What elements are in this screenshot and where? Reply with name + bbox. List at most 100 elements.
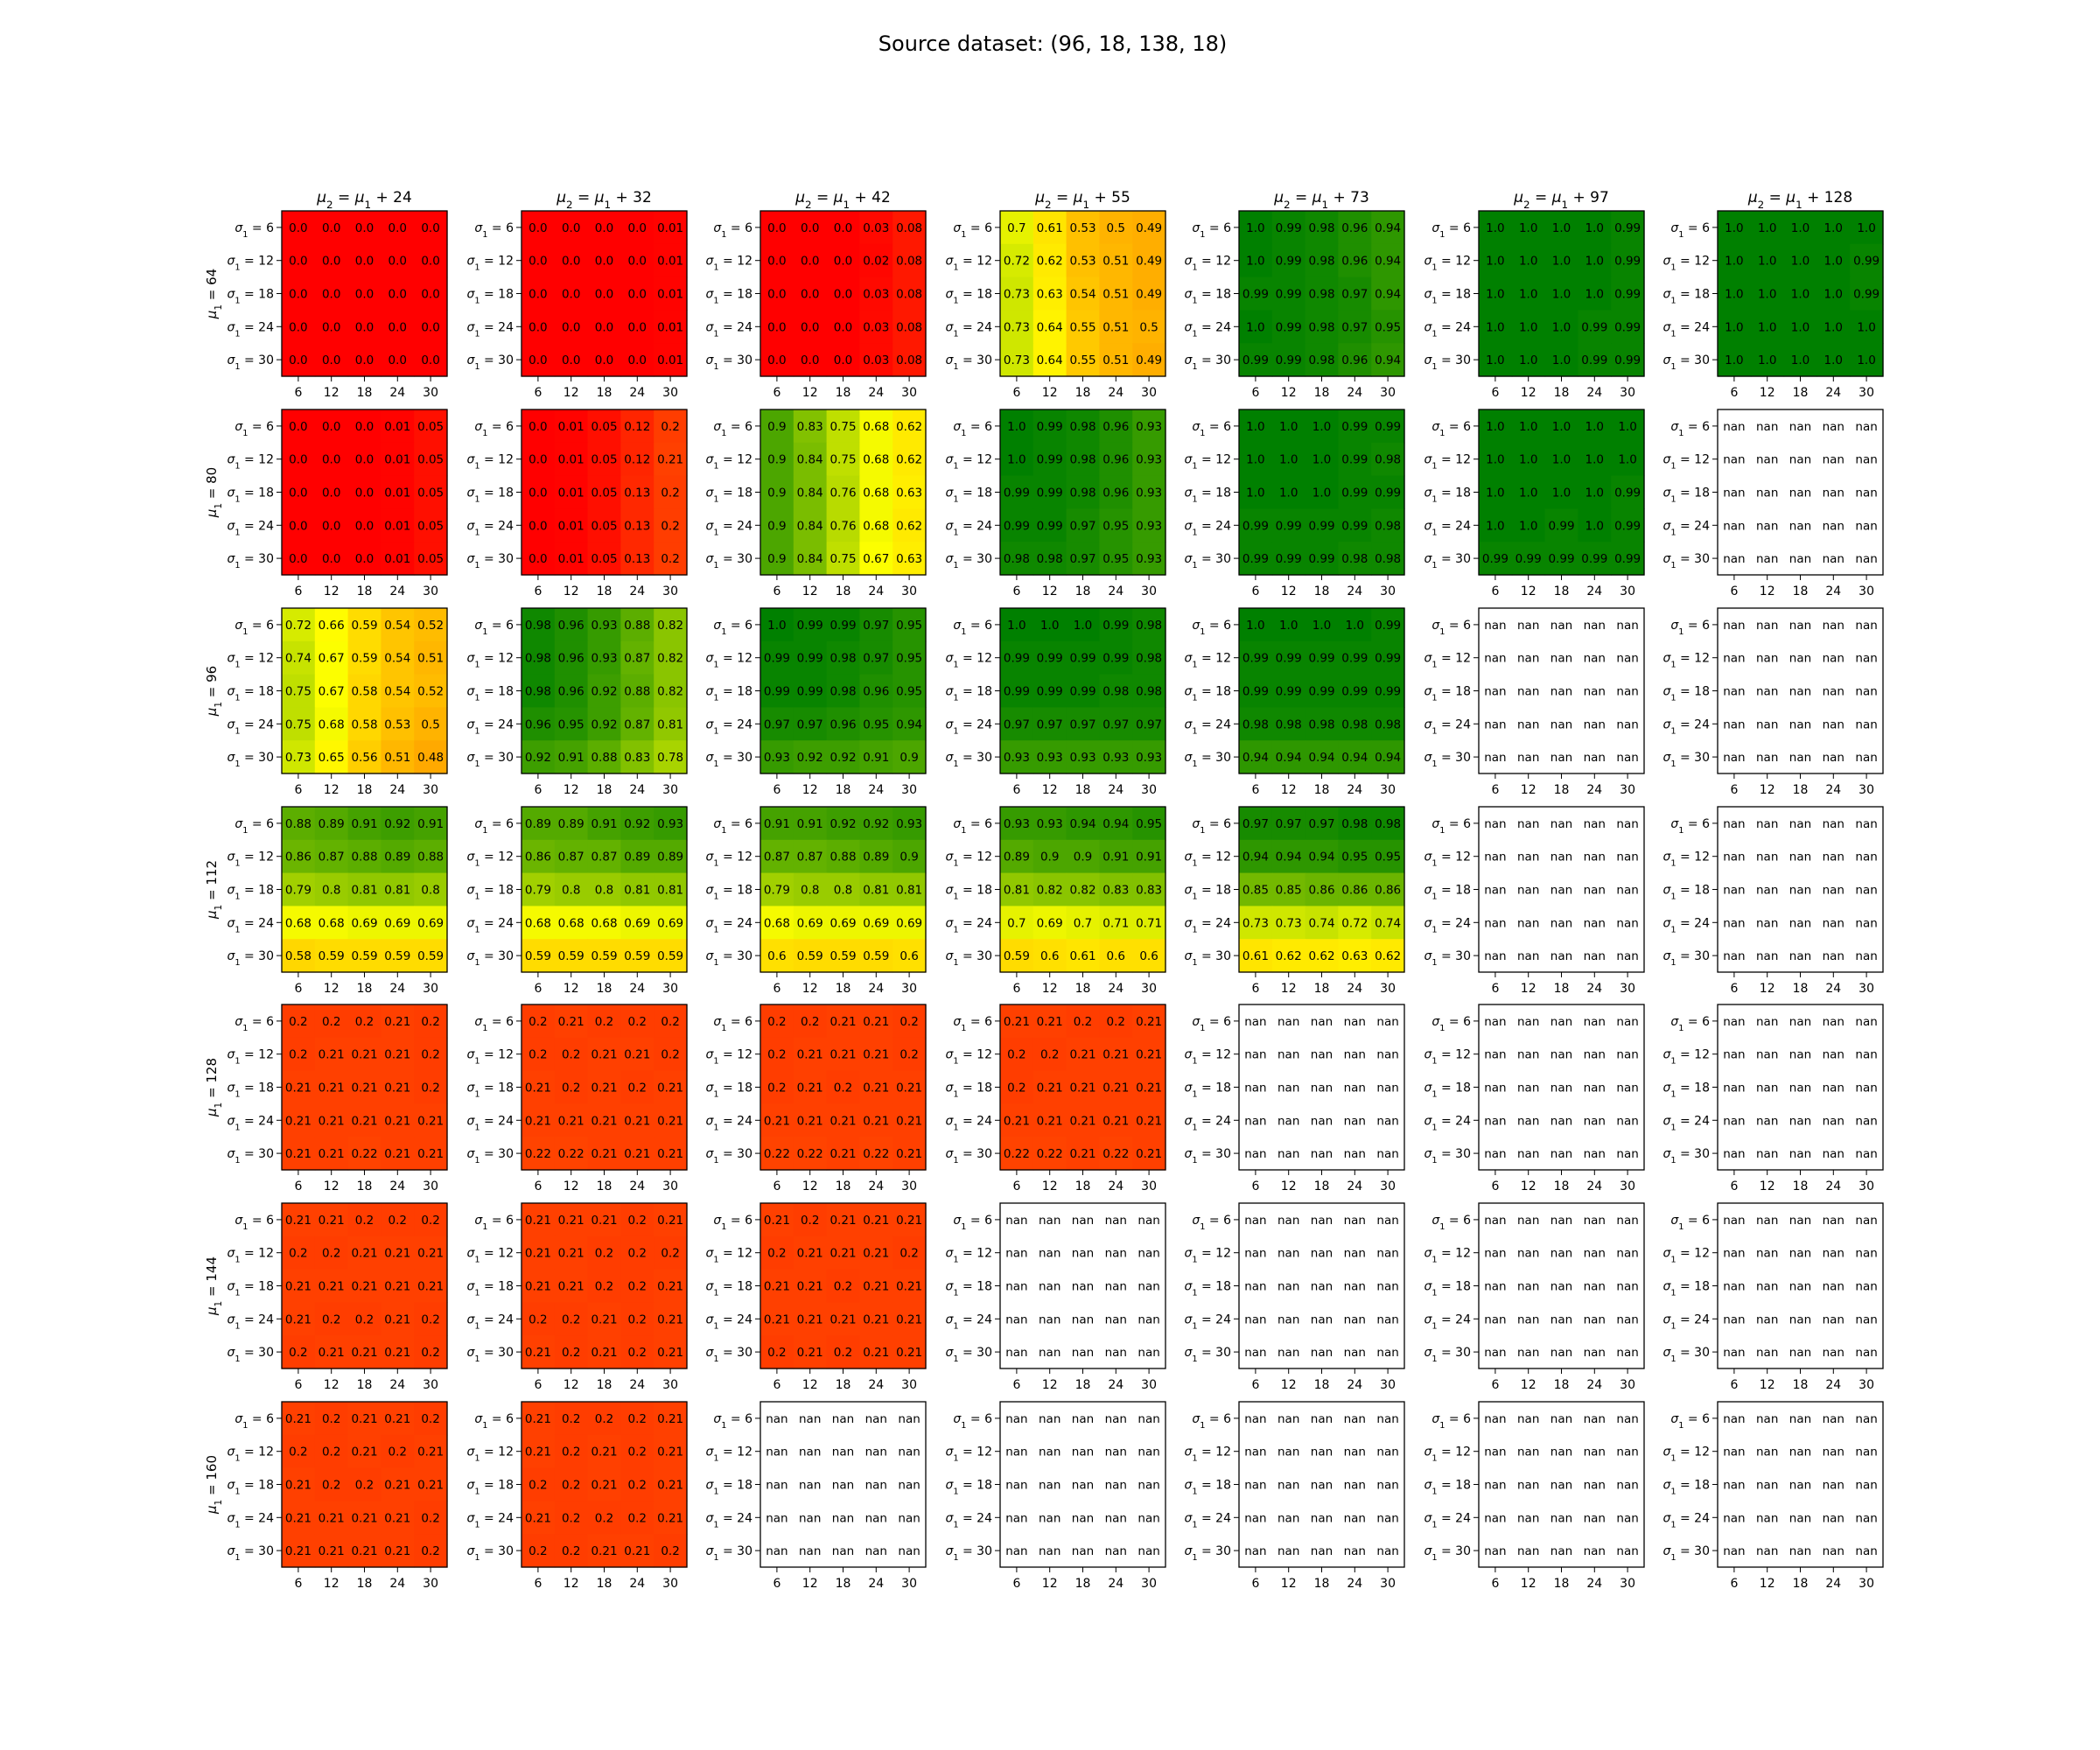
cell-value-label: nan xyxy=(1344,1015,1366,1029)
cell-value-label: 0.0 xyxy=(834,221,852,235)
x-tick-label: 6 xyxy=(1730,783,1738,797)
heatmap-cell xyxy=(347,906,382,940)
heatmap-cell xyxy=(1066,807,1100,841)
cell-value-label: 0.05 xyxy=(591,453,617,467)
heatmap-cell xyxy=(1750,872,1785,906)
cell-value-label: nan xyxy=(1278,1511,1299,1525)
heatmap-cell xyxy=(282,243,316,278)
y-tick-label: σ1 = 24 xyxy=(1184,916,1231,934)
cell-value-label: nan xyxy=(865,1446,887,1460)
y-tick-label: σ1 = 30 xyxy=(1662,949,1710,968)
x-tick-label: 12 xyxy=(564,584,579,598)
cell-value-label: nan xyxy=(1789,1346,1811,1360)
y-tick-label: σ1 = 6 xyxy=(953,1015,992,1033)
cell-value-label: nan xyxy=(1855,486,1877,500)
x-tick-label: 6 xyxy=(1012,386,1020,400)
cell-value-label: 0.21 xyxy=(351,1511,377,1525)
heatmap-cell xyxy=(1000,906,1034,940)
cell-value-label: 0.98 xyxy=(1136,685,1162,699)
y-tick-label: σ1 = 12 xyxy=(1424,1247,1471,1265)
cell-value-label: 0.98 xyxy=(830,685,856,699)
cell-value-label: nan xyxy=(1278,1280,1299,1294)
cell-value-label: 0.99 xyxy=(797,685,823,699)
x-tick-label: 24 xyxy=(1347,386,1362,400)
cell-value-label: nan xyxy=(1823,552,1844,566)
cell-value-label: nan xyxy=(1311,1280,1333,1294)
heatmap-cell xyxy=(620,475,654,509)
heatmap-cell xyxy=(760,343,794,377)
cell-value-label: 0.99 xyxy=(1069,685,1096,699)
x-tick-label: 18 xyxy=(836,1378,851,1392)
cell-value-label: 0.87 xyxy=(318,850,345,864)
heatmap-cell xyxy=(1132,310,1166,344)
cell-value-label: 0.8 xyxy=(834,884,852,898)
heatmap-cell xyxy=(282,211,316,245)
heatmap-cell xyxy=(1099,243,1133,278)
cell-value-label: nan xyxy=(1756,652,1778,666)
x-tick-label: 24 xyxy=(1108,1180,1124,1194)
heatmap-panel: 0.0 0.0 0.0 0.0 0.010.0 0.0 0.0 0.0 0.010.0 0.0 0.… xyxy=(466,210,688,400)
cell-value-label: nan xyxy=(1789,1511,1811,1525)
y-tick-label: σ1 = 12 xyxy=(1662,1446,1710,1464)
cell-value-label: 0.2 xyxy=(562,1479,580,1493)
heatmap-cell xyxy=(892,475,927,509)
heatmap-cell xyxy=(1544,608,1578,642)
heatmap-cell xyxy=(1032,906,1068,940)
y-tick-label: σ1 = 24 xyxy=(1662,320,1710,339)
cell-value-label: nan xyxy=(1278,1346,1299,1360)
y-tick-label: σ1 = 18 xyxy=(1424,288,1471,306)
heatmap-cell xyxy=(347,740,382,774)
y-tick-label: σ1 = 30 xyxy=(466,1147,514,1166)
cell-value-label: 0.2 xyxy=(1107,1015,1125,1029)
cell-value-label: nan xyxy=(1823,619,1844,633)
cell-value-label: nan xyxy=(1278,1412,1299,1426)
cell-value-label: 0.99 xyxy=(1004,486,1030,500)
heatmap-cell xyxy=(1578,740,1612,774)
heatmap-cell xyxy=(414,243,448,278)
cell-value-label: nan xyxy=(898,1412,920,1426)
heatmap-panel: 0.0 0.0 0.0 0.01 0.050.0 0.0 0.0 0.01 0.050.0 0.0… xyxy=(227,409,448,598)
x-tick-label: 24 xyxy=(1347,1378,1362,1392)
x-tick-label: 24 xyxy=(389,386,405,400)
cell-value-label: 0.98 xyxy=(1004,552,1030,566)
cell-value-label: nan xyxy=(1344,1048,1366,1062)
cell-value-label: 0.0 xyxy=(767,288,786,302)
cell-value-label: 0.99 xyxy=(1375,420,1401,434)
heatmap-cell xyxy=(1066,542,1100,576)
cell-value-label: 0.2 xyxy=(1007,1082,1026,1096)
heatmap-cell xyxy=(892,872,927,906)
heatmap-cell xyxy=(282,807,316,841)
heatmap-cell xyxy=(826,640,860,676)
heatmap-cell xyxy=(654,508,688,542)
y-tick-label: σ1 = 18 xyxy=(1424,1479,1471,1497)
x-tick-label: 30 xyxy=(423,386,438,400)
x-tick-label: 24 xyxy=(389,584,405,598)
heatmap-cell xyxy=(1271,906,1306,940)
cell-value-label: 0.21 xyxy=(351,1247,377,1261)
cell-value-label: 0.22 xyxy=(797,1147,823,1161)
cell-value-label: 0.21 xyxy=(351,1412,377,1426)
cell-value-label: 0.92 xyxy=(525,751,551,765)
heatmap-cell xyxy=(760,211,794,245)
cell-value-label: 0.21 xyxy=(896,1280,922,1294)
cell-value-label: nan xyxy=(1756,884,1778,898)
cell-value-label: nan xyxy=(1517,884,1539,898)
heatmap-cell xyxy=(1099,608,1133,642)
heatmap-cell xyxy=(760,410,794,444)
cell-value-label: 0.0 xyxy=(289,420,307,434)
cell-value-label: 0.21 xyxy=(830,1214,856,1228)
cell-value-label: 0.21 xyxy=(591,1544,617,1558)
heatmap-cell xyxy=(1479,707,1513,741)
heatmap-cell xyxy=(1271,508,1306,542)
heatmap-cell xyxy=(793,310,828,344)
heatmap-cell xyxy=(347,1070,382,1104)
heatmap-cell xyxy=(1850,542,1884,576)
y-tick-label: σ1 = 12 xyxy=(227,1247,274,1265)
cell-value-label: nan xyxy=(1039,1479,1060,1493)
cell-value-label: nan xyxy=(1789,1147,1811,1161)
heatmap-cell xyxy=(1816,674,1851,708)
x-tick-label: 12 xyxy=(1281,1577,1297,1591)
x-tick-label: 6 xyxy=(1012,982,1020,996)
